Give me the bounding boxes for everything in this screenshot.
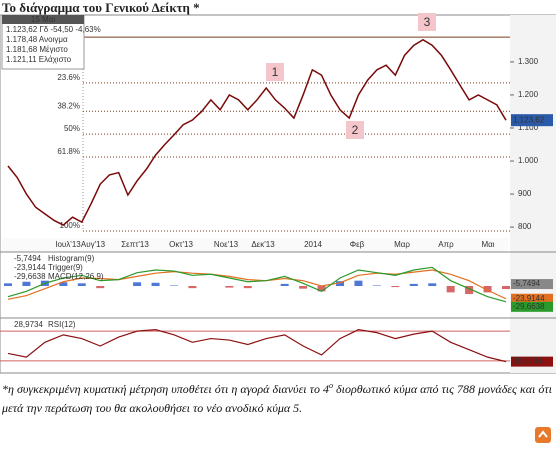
value-box bbox=[511, 301, 553, 312]
wave-box bbox=[346, 121, 364, 139]
wave-box bbox=[418, 13, 436, 31]
histogram-bar bbox=[428, 283, 437, 286]
value-box bbox=[511, 293, 553, 304]
x-tick-label: Απρ bbox=[438, 240, 454, 249]
legend-name: RSI(12) bbox=[48, 320, 76, 329]
y-tick-label: 1.100 bbox=[518, 123, 539, 132]
value-box-label: -23,9144 bbox=[513, 294, 545, 303]
footnote-sup: ο bbox=[329, 381, 334, 390]
x-tick-label: Οκτ'13 bbox=[169, 240, 193, 249]
rsi-line bbox=[7, 329, 507, 363]
legend-value: 28,9734 bbox=[14, 320, 43, 329]
histogram-bar bbox=[170, 285, 178, 286]
histogram-bar bbox=[96, 286, 105, 289]
value-box bbox=[511, 356, 553, 367]
wave-label: 2 bbox=[352, 123, 359, 137]
wave-label: 3 bbox=[424, 15, 431, 29]
x-tick-label: Δεκ'13 bbox=[251, 240, 275, 249]
legend-value: -5,7494 bbox=[14, 254, 42, 263]
info-head bbox=[2, 15, 84, 24]
info-date: 15 Μαι bbox=[31, 15, 55, 24]
value-box-label: 28,9734 bbox=[513, 357, 542, 366]
histogram-bar bbox=[243, 286, 252, 289]
x-tick-label: Μαρ bbox=[394, 240, 410, 249]
fib-label: 50% bbox=[64, 124, 80, 133]
wave-box bbox=[266, 63, 284, 81]
legend-name: MACD(12,26,9) bbox=[48, 272, 104, 281]
value-box bbox=[511, 279, 553, 290]
info-row: 1.121,11 Ελάχιστο bbox=[6, 55, 72, 64]
fib-label: 38.2% bbox=[57, 101, 80, 110]
y-tick-label: 1.200 bbox=[518, 90, 539, 99]
x-axis-band bbox=[2, 238, 508, 252]
x-tick-label: Αυγ'13 bbox=[81, 240, 106, 249]
histogram-bar bbox=[280, 283, 289, 286]
title: Το διάγραμμα του Γενικού Δείκτη * bbox=[2, 0, 200, 15]
histogram-bar bbox=[188, 286, 197, 289]
histogram-bar bbox=[4, 283, 12, 286]
fib-label: 100% bbox=[60, 221, 80, 230]
histogram-bar bbox=[317, 286, 326, 292]
histogram-bar bbox=[225, 286, 234, 288]
histogram-bar bbox=[465, 286, 474, 294]
histogram-bar bbox=[446, 286, 455, 293]
y-tick-label: 1.300 bbox=[518, 57, 539, 66]
macd-line bbox=[7, 266, 507, 303]
histogram-bar bbox=[133, 282, 142, 286]
histogram-bar bbox=[483, 286, 492, 293]
y-tick-label: 800 bbox=[518, 222, 532, 231]
footnote: *η συγκεκριμένη κυματική μέτρηση υποθέτε… bbox=[2, 376, 552, 418]
legend-value: -23,9144 bbox=[14, 263, 46, 272]
fib-label: 23.6% bbox=[57, 73, 80, 82]
histogram-bar bbox=[372, 285, 381, 286]
histogram-bar bbox=[77, 283, 86, 286]
histogram-bar bbox=[151, 282, 160, 286]
x-tick-label: Φεβ bbox=[350, 240, 365, 249]
histogram-bar bbox=[299, 286, 308, 289]
footnote-text: διορθωτικό κύμα από τις 788 μονάδες και … bbox=[2, 382, 552, 415]
legend-value: -29,6638 bbox=[14, 272, 46, 281]
price-line bbox=[7, 38, 507, 227]
histogram-bar bbox=[22, 281, 31, 286]
info-row: 1.178,48 Ανοιγμα bbox=[6, 35, 68, 44]
legend-name: Trigger(9) bbox=[48, 263, 83, 272]
histogram-bar bbox=[391, 286, 400, 288]
x-tick-label: Σεπτ'13 bbox=[121, 240, 149, 249]
x-tick-label: 2014 bbox=[304, 240, 322, 249]
x-tick-label: Νοε'13 bbox=[214, 240, 239, 249]
histogram-bar bbox=[336, 281, 344, 286]
histogram-bar bbox=[502, 286, 510, 290]
last-price-box bbox=[511, 114, 553, 127]
wave-label: 1 bbox=[272, 65, 279, 79]
legend-name: Histogram(9) bbox=[48, 254, 95, 263]
x-tick-label: Μαι bbox=[481, 240, 494, 249]
frame bbox=[0, 14, 556, 374]
chart: 800 900 1.000 1.100 1.200 1.300 23.6% 38.2% 50% 6… bbox=[0, 13, 556, 374]
histogram-bar bbox=[59, 282, 68, 286]
y-tick-label: 900 bbox=[518, 189, 532, 198]
histogram-bar bbox=[354, 280, 363, 286]
info-row: 1.181,68 Μέγιστο bbox=[6, 45, 68, 54]
value-box-label: -5,7494 bbox=[513, 279, 541, 288]
fib-label: 61.8% bbox=[57, 147, 80, 156]
info-row: 1.123,62 Γδ -54,50 -4,63% bbox=[6, 25, 101, 34]
axis-band bbox=[510, 15, 556, 373]
scroll-icon[interactable] bbox=[534, 426, 552, 444]
y-tick-label: 1.000 bbox=[518, 156, 539, 165]
last-price-label: 1.123,62 bbox=[513, 115, 545, 124]
footnote-text: *η συγκεκριμένη κυματική μέτρηση υποθέτε… bbox=[2, 382, 330, 396]
histogram-bar bbox=[409, 283, 418, 286]
value-box-label: -29,6638 bbox=[513, 302, 545, 311]
x-tick-label: Ιουλ'13 bbox=[55, 240, 81, 249]
